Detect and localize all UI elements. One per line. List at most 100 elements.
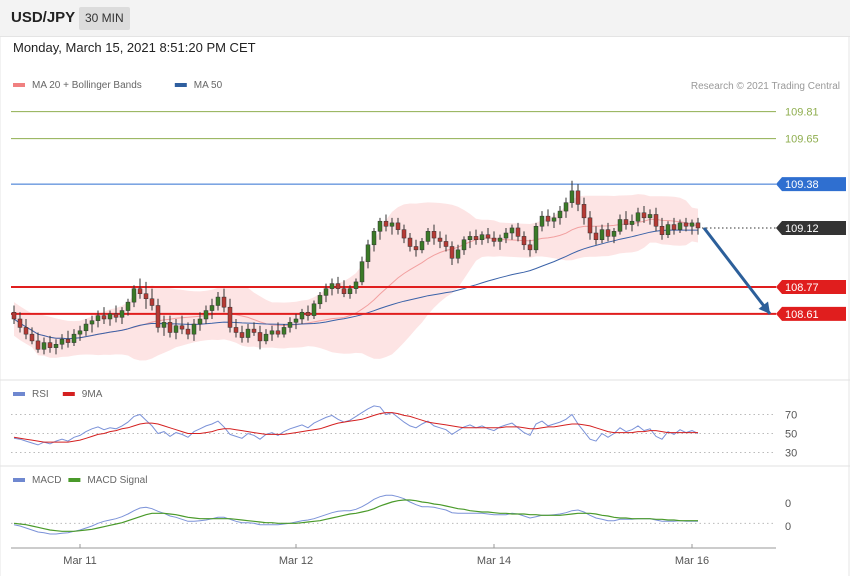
macd-signal-line: [13, 499, 698, 532]
candle-69: [425, 227, 431, 245]
candle-38: [239, 325, 245, 343]
candle-body: [521, 236, 527, 246]
candle-111: [677, 219, 683, 233]
candle-body: [611, 231, 617, 237]
candle-41: [257, 325, 263, 350]
candle-body: [221, 296, 227, 308]
level-label-0: 109.81: [785, 107, 819, 119]
rsi-ma9-line: [13, 412, 698, 443]
candle-8: [59, 334, 65, 350]
candle-55: [341, 280, 347, 298]
candle-body: [491, 237, 497, 242]
candle-body: [563, 202, 569, 212]
candle-body: [395, 222, 401, 230]
legend-rsi-label-1: 9MA: [82, 389, 103, 400]
candle-body: [323, 288, 329, 296]
candle-107: [653, 207, 659, 232]
candle-9: [65, 330, 71, 348]
candle-84: [515, 222, 521, 242]
candle-body: [95, 315, 101, 321]
candle-body: [569, 190, 575, 203]
candle-body: [623, 219, 629, 225]
rsi-tick-0: 70: [785, 410, 797, 422]
candle-body: [203, 310, 209, 320]
candle-89: [545, 209, 551, 227]
candle-body: [377, 220, 383, 232]
legend-rsi-label-0: RSI: [32, 389, 49, 400]
candle-109: [665, 221, 671, 239]
candle-29: [185, 322, 191, 340]
candle-49: [305, 305, 311, 321]
candle-body: [371, 231, 377, 246]
candle-body: [593, 232, 599, 240]
macd-tick-0: 0: [785, 498, 791, 510]
candle-body: [641, 212, 647, 219]
x-tick-label-3: Mar 16: [675, 555, 709, 567]
candle-body: [341, 288, 347, 294]
x-tick-label-2: Mar 14: [477, 555, 511, 567]
candle-body: [605, 229, 611, 237]
candle-86: [527, 239, 533, 257]
candle-body: [83, 323, 89, 332]
candle-39: [245, 324, 251, 343]
candle-body: [647, 214, 653, 219]
candle-65: [401, 224, 407, 244]
candle-body: [365, 244, 371, 262]
candle-body: [197, 318, 203, 325]
candle-body: [671, 224, 677, 230]
legend-main-label-0: MA 20 + Bollinger Bands: [32, 80, 142, 91]
candle-58: [359, 256, 365, 286]
candle-26: [167, 315, 173, 338]
candle-88: [539, 211, 545, 232]
candle-body: [245, 328, 251, 338]
candle-body: [461, 239, 467, 251]
candle-78: [479, 231, 485, 245]
candle-body: [437, 237, 443, 242]
candle-body: [335, 283, 341, 289]
candle-23: [149, 288, 155, 311]
candle-22: [143, 281, 149, 309]
candle-body: [503, 232, 509, 239]
candle-99: [605, 222, 611, 242]
legend-main-swatch-0: [13, 83, 25, 87]
candle-body: [107, 313, 113, 320]
candle-85: [521, 231, 527, 250]
candle-body: [71, 333, 77, 343]
candle-5: [41, 337, 47, 355]
candle-body: [167, 322, 173, 333]
candle-82: [503, 227, 509, 244]
candle-63: [389, 217, 395, 235]
candle-body: [401, 229, 407, 239]
x-tick-label-0: Mar 11: [63, 555, 96, 567]
candle-110: [671, 217, 677, 235]
candle-body: [179, 325, 185, 330]
candle-114: [695, 217, 701, 235]
candle-body: [419, 241, 425, 251]
candle-body: [449, 246, 455, 259]
candle-body: [539, 215, 545, 227]
candle-body: [281, 327, 287, 335]
candle-40: [251, 322, 257, 336]
candle-body: [227, 306, 233, 328]
candle-21: [137, 278, 143, 299]
candle-87: [533, 222, 539, 254]
candle-body: [389, 222, 395, 227]
legend-macd-swatch-0: [13, 478, 25, 482]
candle-10: [71, 329, 77, 346]
candle-45: [281, 324, 287, 338]
candle-body: [557, 210, 563, 219]
candle-76: [467, 231, 473, 249]
candle-body: [683, 222, 689, 227]
candle-34: [215, 292, 221, 311]
timeframe-badge[interactable]: 30 MIN: [79, 7, 130, 30]
level-tag-4: [776, 279, 846, 294]
candle-3: [29, 327, 35, 345]
forecast-arrow-line: [702, 227, 772, 315]
candle-32: [203, 305, 209, 325]
candle-body: [251, 328, 257, 333]
candle-19: [125, 298, 131, 316]
candle-body: [305, 311, 311, 316]
candle-80: [491, 231, 497, 247]
candle-body: [473, 236, 479, 240]
candle-body: [359, 261, 365, 283]
